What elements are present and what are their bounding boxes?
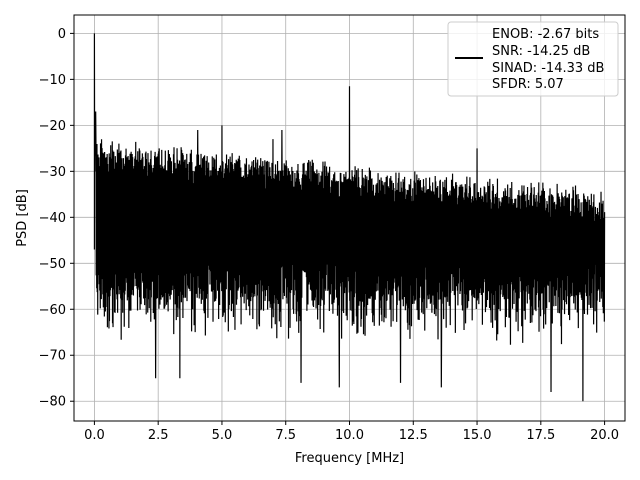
legend-entry-sinad: SINAD: -14.33 dB: [492, 61, 604, 76]
x-tick-label: 15.0: [463, 428, 492, 443]
legend-entry-sfdr: SFDR: 5.07: [492, 77, 564, 92]
y-tick-label: −20: [39, 119, 66, 134]
y-tick-label: −10: [39, 73, 66, 88]
x-tick-label: 17.5: [526, 428, 555, 443]
y-axis-label: PSD [dB]: [15, 189, 30, 247]
legend-entry-enob: ENOB: -2.67 bits: [492, 27, 599, 42]
y-tick-label: −70: [39, 349, 66, 364]
y-tick-label: −50: [39, 257, 66, 272]
y-axis-ticks: 0 −10 −20 −30 −40 −50 −60 −70 −80: [39, 27, 74, 410]
legend-box: [447, 21, 619, 97]
x-tick-label: 7.5: [275, 428, 296, 443]
legend-entry-snr: SNR: -14.25 dB: [492, 44, 590, 59]
x-axis-ticks: 0.0 2.5 5.0 7.5 10.0 12.5 15.0 17.5 20.0: [84, 421, 619, 443]
x-tick-label: 2.5: [148, 428, 169, 443]
plot-area: [93, 33, 606, 402]
x-tick-label: 10.0: [335, 428, 364, 443]
x-tick-label: 5.0: [212, 428, 233, 443]
y-tick-label: −80: [39, 395, 66, 410]
y-tick-label: −30: [39, 165, 66, 180]
x-axis-label: Frequency [MHz]: [295, 451, 404, 466]
legend: ENOB: -2.67 bits SNR: -14.25 dB SINAD: -…: [447, 21, 619, 97]
x-tick-label: 20.0: [590, 428, 619, 443]
x-tick-label: 0.0: [84, 428, 105, 443]
y-tick-label: −40: [39, 211, 66, 226]
x-tick-label: 12.5: [399, 428, 428, 443]
y-tick-label: 0: [58, 27, 66, 42]
y-tick-label: −60: [39, 303, 66, 318]
psd-series-line: [93, 33, 606, 402]
